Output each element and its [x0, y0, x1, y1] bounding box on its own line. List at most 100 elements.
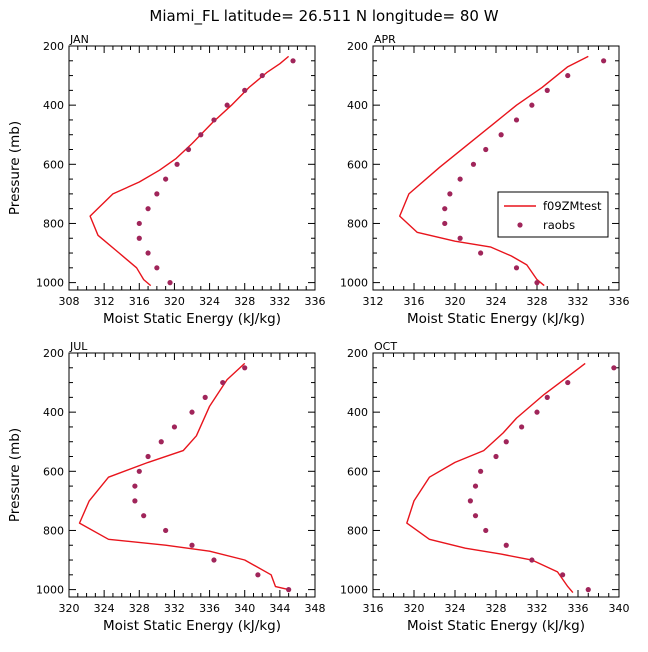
y-tick-label: 400	[347, 406, 368, 419]
y-tick-label: 200	[43, 347, 64, 360]
data-point-raobs	[534, 280, 540, 286]
data-point-raobs	[163, 527, 169, 534]
data-point-raobs	[224, 102, 230, 108]
data-point-raobs	[242, 87, 248, 93]
data-point-raobs	[154, 191, 160, 197]
data-point-raobs	[286, 587, 292, 593]
data-point-raobs	[202, 394, 208, 400]
x-tick-label: 312	[94, 295, 115, 308]
data-point-raobs	[534, 409, 540, 415]
y-tick-label: 600	[347, 465, 368, 478]
data-point-raobs	[483, 146, 489, 153]
series-line-f09ZMtest	[89, 55, 290, 287]
data-point-raobs	[513, 265, 520, 271]
legend-box	[497, 191, 609, 238]
y-tick-label: 1000	[36, 277, 64, 290]
data-point-raobs	[472, 483, 479, 489]
x-tick-label: 336	[199, 602, 220, 615]
x-tick-label: 320	[445, 295, 466, 308]
y-tick-label: 800	[43, 524, 64, 537]
panel-apr: 312 316 320 324 328 332 336 200 400 600 800 1000 APR…	[340, 33, 630, 327]
data-point-raobs	[163, 176, 169, 182]
x-tick-label: 324	[445, 602, 466, 615]
data-point-raobs	[290, 58, 296, 64]
plot-frame	[372, 352, 620, 598]
data-point-raobs	[483, 527, 489, 534]
data-point-raobs	[189, 409, 195, 415]
x-axis-label: Moist Static Energy (kJ/kg)	[407, 311, 585, 327]
y-tick-label: 800	[347, 217, 368, 230]
series-line-f09ZMtest	[406, 362, 586, 594]
panel-label: APR	[374, 33, 396, 46]
y-tick-label: 1000	[340, 584, 368, 597]
y-tick-label: 1000	[36, 584, 64, 597]
panel-jan: 308 312 316 320 324 328 332 336 200 400 600 800 1000…	[7, 33, 326, 327]
x-tick-label: 328	[527, 295, 548, 308]
x-tick-label: 324	[94, 602, 115, 615]
y-tick-label: 600	[43, 465, 64, 478]
y-tick-label: 600	[43, 158, 64, 171]
y-tick-label: 200	[43, 40, 64, 53]
series-line-f09ZMtest	[78, 362, 289, 591]
data-point-raobs	[611, 365, 617, 371]
data-point-raobs	[565, 72, 571, 79]
data-point-raobs	[136, 468, 142, 474]
panel-label: OCT	[374, 340, 397, 353]
y-tick-label: 800	[43, 217, 64, 230]
data-point-raobs	[220, 379, 226, 386]
y-tick-label: 400	[347, 99, 368, 112]
x-tick-label: 332	[164, 602, 185, 615]
data-point-raobs	[442, 220, 448, 227]
data-point-raobs	[132, 483, 138, 489]
data-point-raobs	[154, 265, 160, 271]
x-tick-label: 328	[234, 295, 255, 308]
data-point-raobs	[189, 542, 195, 548]
x-tick-label: 328	[129, 602, 150, 615]
data-point-raobs	[242, 365, 248, 371]
plot-frame	[68, 45, 316, 291]
y-tick-label: 200	[347, 40, 368, 53]
x-tick-label: 332	[269, 295, 290, 308]
data-point-raobs	[136, 220, 142, 227]
data-point-raobs	[457, 235, 463, 241]
x-tick-label: 332	[568, 295, 589, 308]
x-axis-label: Moist Static Energy (kJ/kg)	[103, 618, 281, 634]
x-tick-label: 320	[404, 602, 425, 615]
panel-jul: 320 324 328 332 336 340 344 348 200 400 600 800 1000…	[7, 340, 326, 634]
data-point-raobs	[498, 132, 504, 138]
y-tick-label: 800	[347, 524, 368, 537]
legend-label: raobs	[543, 218, 575, 232]
data-point-raobs	[132, 498, 138, 504]
data-point-raobs	[457, 176, 463, 182]
x-tick-label: 332	[527, 602, 548, 615]
x-tick-label: 324	[199, 295, 220, 308]
data-point-raobs	[529, 557, 535, 563]
x-tick-label: 320	[59, 602, 80, 615]
data-point-raobs	[145, 206, 151, 212]
data-point-raobs	[478, 250, 484, 256]
figure-title: Miami_FL latitude= 26.511 N longitude= 8…	[149, 7, 498, 26]
x-axis-label: Moist Static Energy (kJ/kg)	[407, 618, 585, 634]
y-tick-label: 400	[43, 406, 64, 419]
x-tick-label: 320	[164, 295, 185, 308]
data-point-raobs	[198, 132, 204, 138]
x-tick-label: 308	[59, 295, 80, 308]
data-point-raobs	[601, 58, 607, 64]
x-tick-label: 336	[609, 295, 630, 308]
data-point-raobs	[167, 280, 173, 286]
data-point-raobs	[470, 161, 477, 167]
plot-frame	[372, 45, 620, 291]
plot-frame	[68, 352, 316, 598]
data-point-raobs	[145, 250, 151, 256]
x-tick-label: 328	[486, 602, 507, 615]
data-point-raobs	[513, 117, 520, 123]
data-point-raobs	[585, 587, 591, 593]
data-point-raobs	[503, 542, 509, 548]
x-tick-label: 336	[568, 602, 589, 615]
legend: f09ZMtest raobs	[497, 191, 609, 238]
data-point-raobs	[529, 102, 535, 108]
y-tick-label: 1000	[340, 277, 368, 290]
panel-label: JUL	[69, 340, 88, 353]
